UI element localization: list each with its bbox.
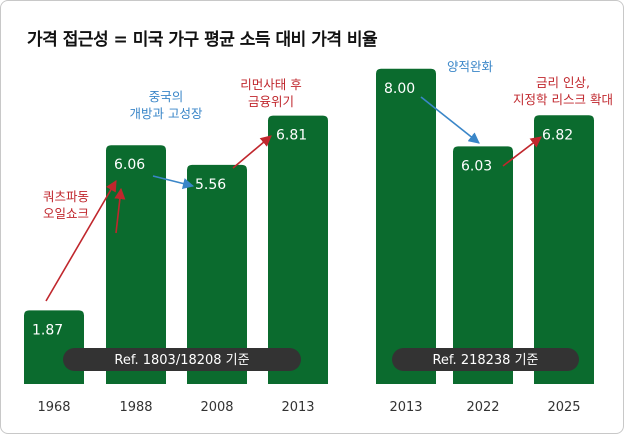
annotation-text: 양적완화 (447, 59, 494, 74)
x-tick-label: 2013 (281, 400, 314, 415)
bar (376, 68, 436, 385)
trend-up-arrow (45, 180, 117, 302)
bar (453, 146, 513, 384)
x-tick-label: 1988 (119, 400, 152, 415)
bar (106, 145, 166, 384)
x-tick-label: 2008 (200, 400, 233, 415)
x-tick-label: 2025 (547, 400, 580, 415)
bar (534, 115, 594, 385)
annotation-text: 리먼사태 후 (240, 77, 301, 92)
x-tick-label: 1968 (37, 400, 70, 415)
bar-value-label: 6.82 (542, 127, 573, 143)
annotation-text: 개방과 고성장 (130, 106, 203, 121)
reference-pill (392, 348, 579, 371)
bar-value-label: 6.03 (461, 158, 492, 174)
trend-up-arrow (232, 135, 272, 169)
chart-title: 가격 접근성 = 미국 가구 평균 소득 대비 가격 비율 (27, 30, 378, 50)
bar-value-label: 6.81 (276, 128, 307, 144)
annotation-text: 금리 인상, (536, 75, 590, 90)
annotation-text: 중국의 (149, 89, 184, 104)
bar (187, 164, 247, 384)
annotation-text: 쿼츠파동 (43, 189, 89, 204)
x-tick-label: 2013 (389, 400, 422, 415)
bar (268, 115, 328, 384)
x-tick-label: 2022 (466, 400, 499, 415)
reference-label: Ref. 218238 기준 (432, 353, 538, 368)
reference-label: Ref. 1803/18208 기준 (114, 353, 249, 368)
trend-up-arrow (502, 136, 542, 167)
bar-value-label: 5.56 (195, 177, 226, 193)
trend-down-arrow (420, 96, 480, 144)
annotation-text: 지정학 리스크 확대 (513, 92, 613, 107)
annotation-text: 금융위기 (248, 94, 294, 109)
trend-up-arrow (114, 187, 126, 234)
annotation-text: 오일쇼크 (43, 206, 89, 221)
trend-down-arrow (152, 175, 195, 189)
bar-value-label: 8.00 (384, 81, 415, 97)
reference-pill (63, 348, 301, 371)
bar-value-label: 6.06 (114, 157, 145, 173)
bar-value-label: 1.87 (32, 322, 63, 338)
